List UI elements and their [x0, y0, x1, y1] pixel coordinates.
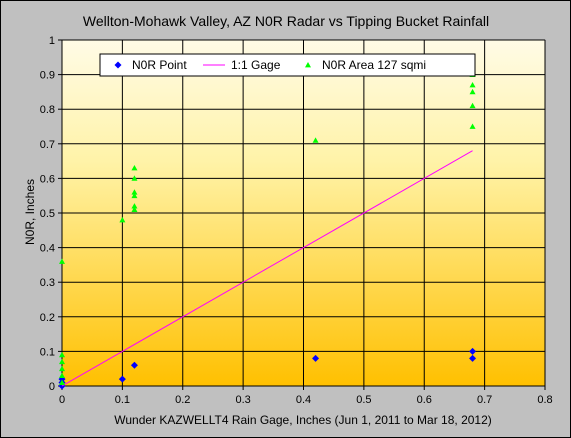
- y-tick-label: 0: [49, 381, 55, 393]
- x-axis-title: Wunder KAZWELLT4 Rain Gage, Inches (Jun …: [114, 413, 492, 427]
- data-point: [312, 137, 319, 143]
- series-n0r-area-127-sqmi: [59, 57, 476, 385]
- y-tick-label: 1: [49, 35, 55, 47]
- x-tick-label: 0: [59, 394, 65, 406]
- y-tick-label: 0.5: [40, 208, 55, 220]
- x-tick-label: 0.3: [235, 394, 250, 406]
- data-point: [131, 165, 138, 171]
- y-tick-label: 0.4: [40, 243, 55, 255]
- data-point: [312, 354, 320, 362]
- legend-box: [99, 53, 476, 77]
- y-tick-label: 0.3: [40, 277, 55, 289]
- legend-label: N0R Point: [132, 58, 187, 72]
- data-point: [59, 358, 65, 365]
- data-point: [59, 379, 65, 385]
- y-tick-label: 0.8: [40, 104, 55, 116]
- legend: N0R Point 1:1 Gage N0R Area 127 sqmi: [99, 53, 476, 77]
- chart-title: Wellton-Mohawk Valley, AZ N0R Radar vs T…: [83, 13, 489, 29]
- data-point: [131, 206, 138, 212]
- legend-label: N0R Area 127 sqmi: [322, 58, 426, 72]
- y-tick-label: 0.9: [40, 70, 55, 82]
- data-point: [469, 347, 477, 355]
- y-tick-label: 0.7: [40, 139, 55, 151]
- x-tick-label: 0.8: [537, 394, 552, 406]
- y-axis-title: N0R, Inches: [23, 179, 37, 245]
- legend-symbol: [305, 62, 311, 68]
- data-point: [130, 361, 138, 369]
- data-point: [469, 102, 476, 109]
- data-point: [59, 258, 65, 264]
- x-tick-label: 0.4: [296, 394, 311, 406]
- data-point: [119, 216, 126, 223]
- data-point: [131, 175, 138, 181]
- data-series: [58, 57, 477, 390]
- data-point: [469, 354, 477, 362]
- data-point: [59, 351, 65, 358]
- y-tick-label: 0.2: [40, 312, 55, 324]
- y-tick-label: 0.6: [40, 173, 55, 185]
- legend-symbol: [114, 61, 122, 69]
- legend-label: 1:1 Gage: [231, 58, 281, 72]
- x-tick-label: 0.5: [356, 394, 371, 406]
- data-point: [59, 372, 65, 379]
- data-point: [131, 189, 138, 195]
- data-point: [469, 81, 476, 88]
- x-tick-label: 0.6: [417, 394, 432, 406]
- series-line-1-1-gage: [61, 150, 473, 387]
- y-tick-label: 0.1: [40, 346, 55, 358]
- data-point: [118, 375, 126, 383]
- x-tick-label: 0.2: [175, 394, 190, 406]
- data-point: [131, 203, 138, 209]
- legend-item-n0r-point: N0R Point: [114, 58, 187, 72]
- legend-item-n0r-area-127-sqmi: N0R Area 127 sqmi: [305, 58, 426, 72]
- x-tick-label: 0.1: [115, 394, 130, 406]
- legend-item-1-1-gage: 1:1 Gage: [203, 58, 281, 72]
- axis-ticks: 0 0.1 0.2 0.3 0.4 0.5 0.6 0.7 0.8 0.9 1 0 0.1 0.2 0.3 0…: [40, 35, 553, 406]
- data-point: [469, 123, 476, 129]
- data-point: [131, 192, 138, 199]
- x-tick-label: 0.7: [477, 394, 492, 406]
- data-point: [469, 88, 476, 95]
- data-point: [59, 365, 65, 372]
- series-1-1-gage: [61, 150, 473, 387]
- series-n0r-point: [58, 347, 477, 390]
